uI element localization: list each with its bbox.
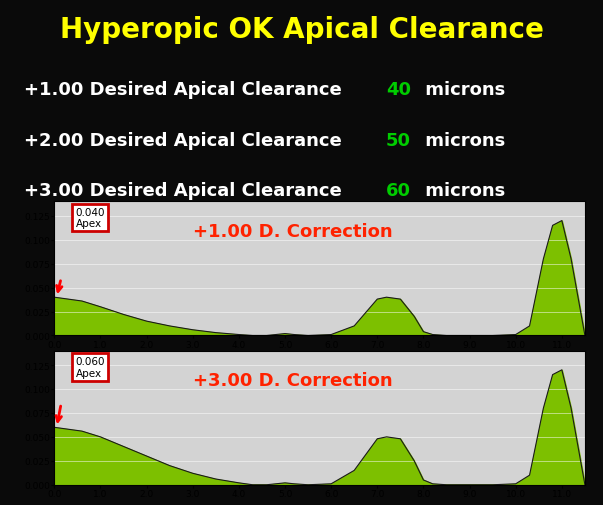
Text: +3.00 D. Correction: +3.00 D. Correction [193, 371, 393, 389]
Text: 0.040
Apex: 0.040 Apex [75, 208, 105, 229]
Text: Hyperopic OK Apical Clearance: Hyperopic OK Apical Clearance [60, 16, 543, 44]
Text: +3.00 Desired Apical Clearance: +3.00 Desired Apical Clearance [24, 182, 348, 200]
Text: microns: microns [419, 182, 505, 200]
Text: +1.00 D. Correction: +1.00 D. Correction [193, 222, 393, 240]
Text: microns: microns [419, 131, 505, 149]
Text: microns: microns [419, 81, 505, 99]
Text: 60: 60 [386, 182, 411, 200]
Text: 50: 50 [386, 131, 411, 149]
Text: 0.060
Apex: 0.060 Apex [75, 357, 105, 378]
Text: 40: 40 [386, 81, 411, 99]
Text: +2.00 Desired Apical Clearance: +2.00 Desired Apical Clearance [24, 131, 348, 149]
Text: +1.00 Desired Apical Clearance: +1.00 Desired Apical Clearance [24, 81, 348, 99]
